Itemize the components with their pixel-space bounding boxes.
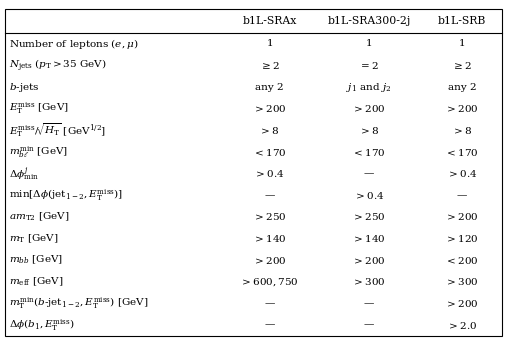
Text: $< 170$: $< 170$ (352, 147, 386, 158)
Text: $> 200$: $> 200$ (352, 103, 386, 114)
Text: b1L-SRA300-2j: b1L-SRA300-2j (328, 16, 411, 26)
Text: $j_1$ and $j_2$: $j_1$ and $j_2$ (346, 81, 391, 94)
Text: b1L-SRAx: b1L-SRAx (242, 16, 297, 26)
Text: $> 0.4$: $> 0.4$ (354, 190, 384, 201)
Text: $> 0.4$: $> 0.4$ (447, 168, 478, 179)
Text: $m_{\rm T}$ [GeV]: $m_{\rm T}$ [GeV] (9, 232, 59, 245)
Text: —: — (364, 321, 374, 329)
Text: $am_{\rm T2}$ [GeV]: $am_{\rm T2}$ [GeV] (9, 211, 69, 223)
Text: $> 0.4$: $> 0.4$ (255, 168, 285, 179)
Text: $N_{\rm jets}\; (p_{\rm T} > 35$ GeV$)$: $N_{\rm jets}\; (p_{\rm T} > 35$ GeV$)$ (9, 58, 107, 74)
Text: $< 200$: $< 200$ (445, 255, 479, 266)
Text: 1: 1 (266, 40, 273, 48)
Text: $m_{\rm T}^{\rm min}(b\text{-jet}_{1-2}, E_{\rm T}^{\rm miss})$ [GeV]: $m_{\rm T}^{\rm min}(b\text{-jet}_{1-2},… (9, 296, 149, 311)
Text: $> 300$: $> 300$ (352, 276, 386, 287)
Text: b1L-SRB: b1L-SRB (438, 16, 486, 26)
Text: $> 140$: $> 140$ (352, 233, 386, 244)
Text: 1: 1 (366, 40, 372, 48)
Text: —: — (364, 169, 374, 178)
Text: $> 200$: $> 200$ (253, 103, 286, 114)
Text: $> 8$: $> 8$ (260, 125, 280, 136)
Text: $> 8$: $> 8$ (359, 125, 379, 136)
Text: $> 2.0$: $> 2.0$ (447, 320, 478, 330)
Text: $> 200$: $> 200$ (352, 255, 386, 266)
Text: $\Delta\phi_{\rm min}^{j}$: $\Delta\phi_{\rm min}^{j}$ (9, 165, 40, 182)
Text: $\min[\Delta\phi({\rm jet}_{1-2}, E_{\rm T}^{\rm miss})]$: $\min[\Delta\phi({\rm jet}_{1-2}, E_{\rm… (9, 188, 123, 203)
Text: $\geq 2$: $\geq 2$ (452, 60, 473, 71)
Text: $b$-jets: $b$-jets (9, 81, 40, 94)
Text: $E_{\rm T}^{\rm miss}$ [GeV]: $E_{\rm T}^{\rm miss}$ [GeV] (9, 101, 69, 116)
Text: $> 200$: $> 200$ (445, 211, 479, 222)
Text: $> 600, 750$: $> 600, 750$ (240, 276, 299, 288)
Text: $< 170$: $< 170$ (445, 147, 479, 158)
Text: Number of leptons $(e, \mu)$: Number of leptons $(e, \mu)$ (9, 37, 138, 51)
Text: —: — (265, 191, 275, 200)
Text: $= 2$: $= 2$ (359, 60, 379, 71)
Text: any 2: any 2 (256, 83, 284, 92)
Text: $m_{b\ell}^{\rm min}$ [GeV]: $m_{b\ell}^{\rm min}$ [GeV] (9, 144, 68, 160)
Text: $\geq 2$: $\geq 2$ (260, 60, 280, 71)
Text: 1: 1 (459, 40, 465, 48)
Text: $> 200$: $> 200$ (253, 255, 286, 266)
Text: $> 200$: $> 200$ (445, 103, 479, 114)
Text: $> 140$: $> 140$ (253, 233, 286, 244)
Text: $> 250$: $> 250$ (253, 211, 286, 222)
Text: $< 170$: $< 170$ (253, 147, 286, 158)
Text: any 2: any 2 (448, 83, 477, 92)
Text: $E_{\rm T}^{\rm miss}/\!\sqrt{H_{\rm T}}$ [GeV$^{1/2}$]: $E_{\rm T}^{\rm miss}/\!\sqrt{H_{\rm T}}… (9, 122, 106, 139)
Text: —: — (364, 299, 374, 308)
Text: $> 8$: $> 8$ (452, 125, 473, 136)
Text: —: — (265, 321, 275, 329)
Text: $m_{bb}$ [GeV]: $m_{bb}$ [GeV] (9, 254, 63, 266)
Text: —: — (457, 191, 467, 200)
Text: —: — (265, 299, 275, 308)
Text: $> 300$: $> 300$ (445, 276, 479, 287)
Text: $\Delta\phi(b_1, E_{\rm T}^{\rm miss})$: $\Delta\phi(b_1, E_{\rm T}^{\rm miss})$ (9, 317, 75, 333)
Text: $> 120$: $> 120$ (445, 233, 479, 244)
Text: $m_{\rm eff}$ [GeV]: $m_{\rm eff}$ [GeV] (9, 276, 63, 288)
Text: $> 200$: $> 200$ (445, 298, 479, 309)
Text: $> 250$: $> 250$ (352, 211, 386, 222)
